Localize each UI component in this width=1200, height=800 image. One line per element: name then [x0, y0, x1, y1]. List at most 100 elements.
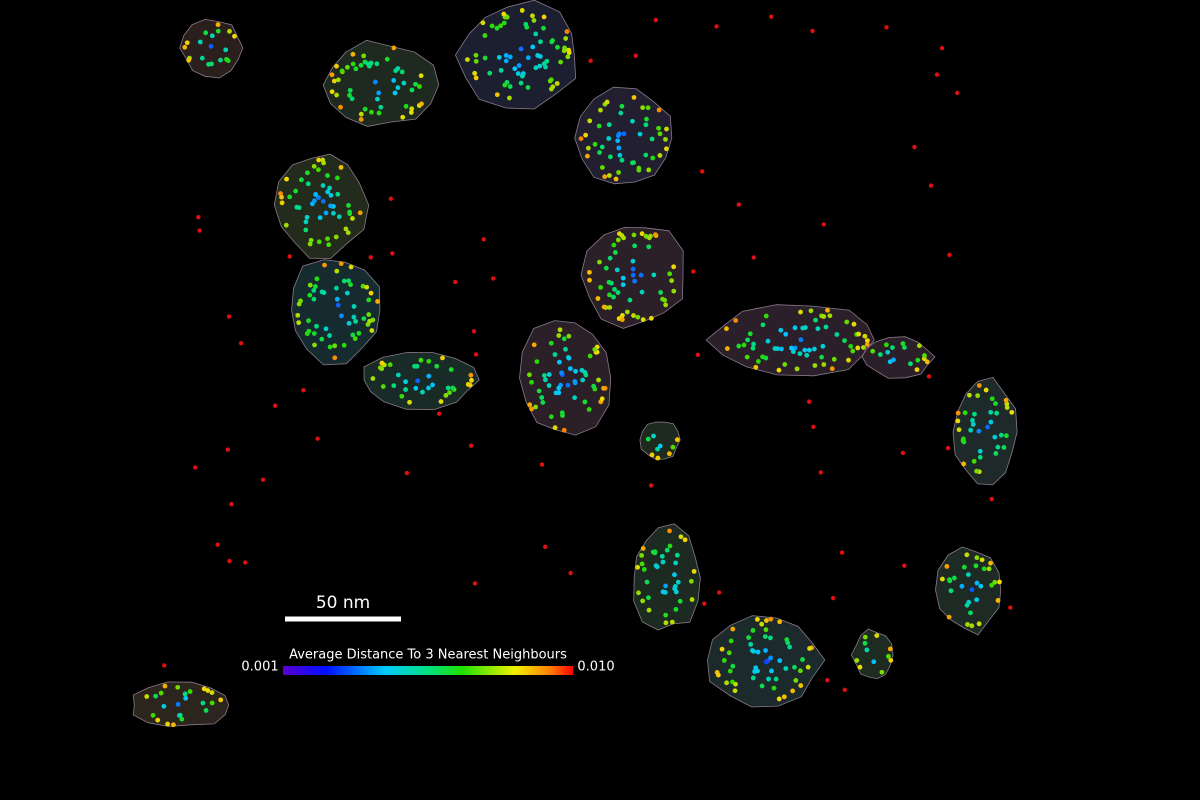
- localization: [325, 236, 330, 242]
- localization: [643, 233, 649, 239]
- localization: [748, 641, 754, 647]
- localization: [619, 233, 625, 238]
- localization: [316, 239, 322, 245]
- localization: [662, 589, 668, 595]
- localization: [182, 691, 188, 697]
- localization: [862, 640, 868, 646]
- localization: [750, 345, 756, 351]
- localization: [976, 621, 982, 627]
- localization: [155, 717, 161, 723]
- localization: [307, 282, 313, 288]
- localization: [598, 107, 603, 113]
- localization: [768, 616, 774, 622]
- localization: [539, 395, 545, 400]
- localization: [295, 312, 301, 318]
- sparse-localization: [472, 581, 478, 586]
- localization: [988, 419, 994, 425]
- localization: [305, 181, 311, 187]
- localization: [555, 44, 560, 50]
- localization: [351, 304, 357, 309]
- localization: [745, 337, 751, 343]
- localization: [418, 73, 424, 79]
- localization: [981, 566, 987, 572]
- localization: [380, 384, 386, 389]
- localization: [361, 316, 367, 322]
- localization: [343, 226, 349, 232]
- localization: [583, 372, 589, 378]
- localization: [567, 366, 573, 372]
- localization: [334, 296, 340, 302]
- cluster-hull: [952, 376, 1018, 486]
- localization: [515, 71, 521, 76]
- localization: [587, 353, 593, 359]
- localization: [186, 57, 192, 63]
- localization: [313, 284, 318, 289]
- localization: [407, 399, 412, 405]
- localization: [970, 421, 976, 427]
- localization: [798, 309, 803, 315]
- cluster-hull: [322, 39, 440, 127]
- localization: [854, 658, 860, 663]
- localization: [346, 278, 352, 284]
- localization: [848, 343, 854, 349]
- localization: [645, 436, 651, 442]
- localization: [607, 292, 612, 298]
- localization: [336, 214, 342, 220]
- localization: [489, 23, 495, 29]
- localization: [316, 195, 321, 200]
- localization: [956, 427, 962, 433]
- localization: [387, 362, 393, 368]
- localization: [317, 215, 323, 221]
- localization: [327, 333, 332, 338]
- localization: [753, 364, 759, 370]
- localization: [961, 564, 967, 570]
- localization: [375, 96, 380, 102]
- localization: [335, 77, 341, 83]
- localization: [320, 183, 326, 188]
- localization: [969, 587, 975, 593]
- localization: [482, 33, 488, 38]
- localization: [888, 657, 894, 663]
- localization: [804, 352, 810, 358]
- localization: [599, 144, 605, 150]
- localization: [561, 336, 567, 342]
- localization: [325, 189, 331, 195]
- localization: [620, 313, 625, 318]
- localization: [533, 31, 539, 37]
- localization: [320, 157, 326, 163]
- localization: [403, 387, 409, 392]
- localization: [538, 39, 543, 45]
- localization: [733, 681, 738, 687]
- sparse-localization: [404, 470, 410, 476]
- localization: [165, 721, 170, 727]
- localization: [319, 289, 325, 295]
- localization: [215, 28, 221, 34]
- localization: [306, 318, 311, 324]
- localization: [558, 59, 563, 65]
- localization: [426, 373, 432, 379]
- localization: [861, 345, 866, 350]
- localization: [578, 136, 584, 142]
- localization: [348, 282, 353, 288]
- localization: [673, 560, 679, 566]
- sparse-localization: [653, 17, 659, 23]
- sparse-localization: [539, 462, 545, 467]
- localization: [922, 353, 927, 358]
- sparse-localization: [469, 443, 474, 448]
- localization: [379, 366, 385, 372]
- sparse-localization: [691, 269, 696, 274]
- localization: [351, 314, 357, 320]
- localization: [970, 417, 975, 423]
- localization: [674, 552, 680, 558]
- localization: [529, 379, 534, 385]
- localization: [597, 150, 602, 155]
- localization: [548, 414, 554, 420]
- localization: [531, 342, 537, 348]
- sparse-localization: [543, 544, 548, 550]
- localization: [862, 634, 868, 640]
- localization: [971, 458, 977, 464]
- localization: [946, 614, 952, 620]
- sparse-localization: [301, 388, 306, 393]
- localization: [413, 81, 418, 87]
- localization: [328, 203, 333, 209]
